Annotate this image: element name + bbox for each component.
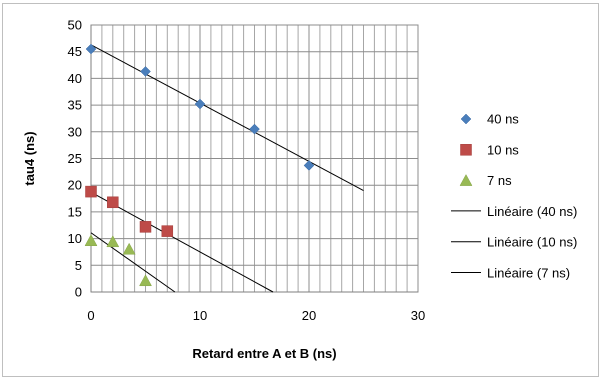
legend-label: Linéaire (40 ns) (487, 204, 577, 219)
legend-label: Linéaire (7 ns) (487, 266, 570, 281)
data-point (303, 160, 315, 171)
x-tick-label: 0 (87, 308, 94, 323)
y-tick-label: 45 (68, 44, 82, 59)
trendline (90, 232, 176, 293)
y-tick-label: 5 (75, 258, 82, 273)
data-point (139, 274, 152, 287)
data-point (106, 235, 120, 248)
grid (91, 24, 418, 292)
legend-label: 7 ns (487, 173, 512, 188)
y-tick-label: 30 (68, 124, 82, 139)
trendline (90, 44, 364, 191)
data-point (139, 221, 152, 233)
legend-marker (460, 113, 472, 125)
y-tick-label: 0 (75, 285, 82, 300)
x-tick-label: 20 (302, 308, 316, 323)
data-point (161, 225, 174, 237)
legend-label: 10 ns (487, 142, 519, 157)
data-point (122, 242, 136, 255)
x-axis-title: Retard entre A et B (ns) (192, 346, 336, 361)
x-tick-label: 30 (411, 308, 425, 323)
trendlines (90, 44, 364, 293)
data-point (249, 123, 260, 135)
axes (90, 24, 419, 293)
data-point (85, 43, 97, 55)
legend-label: 40 ns (487, 112, 519, 127)
y-axis-title: tau4 (ns) (22, 131, 37, 185)
y-tick-label: 10 (68, 231, 82, 246)
data-points (84, 43, 315, 287)
y-tick-label: 50 (68, 18, 82, 33)
legend-marker (459, 174, 473, 186)
y-tick-label: 35 (68, 98, 82, 113)
legend-label: Linéaire (10 ns) (487, 235, 577, 250)
y-tick-label: 25 (68, 151, 82, 166)
y-tick-label: 40 (68, 71, 82, 86)
data-point (140, 66, 151, 77)
x-tick-label: 10 (193, 308, 207, 323)
y-tick-label: 20 (68, 178, 82, 193)
legend-marker (460, 144, 472, 156)
trendline (90, 191, 274, 293)
data-point (84, 234, 98, 246)
y-tick-label: 15 (68, 204, 82, 219)
tick-labels: 0 5 10 15 20 25 30 35 40 45 50 0 10 20 30 (68, 18, 426, 324)
data-point (85, 185, 97, 198)
legend: 40 ns 10 ns 7 ns Linéaire (40 ns) Linéaire (… (451, 112, 577, 281)
data-point (194, 98, 206, 110)
data-point (107, 196, 119, 209)
